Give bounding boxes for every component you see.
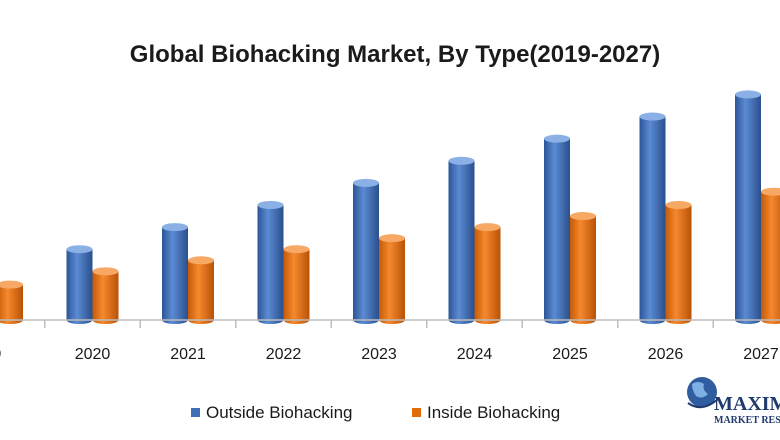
x-axis-tick-labels: 9 2020 2021 2022 2023 2024 2025 2026 2027 bbox=[0, 346, 779, 363]
bar-outside-biohacking-2027 bbox=[735, 90, 761, 324]
bar-top bbox=[544, 134, 570, 143]
bar-outside-biohacking-2026 bbox=[639, 112, 666, 324]
bar-inside-biohacking-2021 bbox=[188, 256, 214, 324]
bar-body bbox=[761, 191, 780, 320]
bar-inside-biohacking-2019 bbox=[0, 280, 23, 324]
bar-top bbox=[379, 234, 405, 243]
bar-body bbox=[448, 160, 475, 320]
x-tick-label-2022: 2022 bbox=[266, 346, 302, 363]
x-tick-label-2021: 2021 bbox=[170, 346, 206, 363]
x-tick-label-2023: 2023 bbox=[361, 346, 397, 363]
x-tick-label-2020: 2020 bbox=[75, 346, 111, 363]
logo-text: MAXIMIZ bbox=[714, 393, 780, 415]
bar-body bbox=[639, 116, 666, 321]
bar-top bbox=[0, 280, 23, 289]
bar-inside-biohacking-2023 bbox=[379, 234, 405, 324]
bar-top bbox=[665, 201, 692, 209]
bar-body bbox=[735, 94, 761, 320]
bar-body bbox=[474, 227, 501, 320]
bar-top bbox=[283, 245, 310, 254]
bar-body bbox=[66, 249, 93, 320]
bar-body bbox=[257, 205, 284, 320]
x-tick-label-2024: 2024 bbox=[457, 346, 493, 363]
bar-body bbox=[283, 249, 310, 320]
legend-label-outside-biohacking: Outside Biohacking bbox=[206, 403, 352, 422]
bar-inside-biohacking-2026 bbox=[665, 201, 692, 324]
maximize-logo: MAXIMIZ MARKET RESEA bbox=[687, 377, 780, 426]
bar-outside-biohacking-2024 bbox=[448, 156, 475, 324]
globe-icon bbox=[687, 377, 719, 409]
legend-swatch-inside-biohacking bbox=[412, 408, 421, 417]
bar-body bbox=[162, 227, 188, 320]
bar-inside-biohacking-2024 bbox=[474, 223, 501, 324]
bar-top bbox=[92, 267, 119, 276]
bar-body bbox=[92, 271, 119, 320]
x-tick-label-2025: 2025 bbox=[552, 346, 588, 363]
bar-inside-biohacking-2020 bbox=[92, 267, 119, 324]
bar-top bbox=[188, 256, 214, 265]
bar-outside-biohacking-2020 bbox=[66, 245, 93, 324]
bar-top bbox=[735, 90, 761, 99]
bar-body bbox=[353, 182, 379, 320]
bar-body bbox=[188, 260, 214, 320]
legend-label-inside-biohacking: Inside Biohacking bbox=[427, 403, 560, 422]
bar-top bbox=[162, 223, 188, 232]
bar-body bbox=[544, 138, 570, 320]
bar-top bbox=[474, 223, 501, 232]
bar-body bbox=[0, 284, 23, 320]
bar-body bbox=[570, 216, 596, 320]
bar-outside-biohacking-2025 bbox=[544, 134, 570, 324]
bar-inside-biohacking-2022 bbox=[283, 245, 310, 324]
bar-outside-biohacking-2021 bbox=[162, 223, 188, 324]
bar-body bbox=[379, 238, 405, 320]
chart-title: Global Biohacking Market, By Type(2019-2… bbox=[130, 41, 660, 68]
x-tick-label-2027: 2027 bbox=[743, 346, 779, 363]
bar-top bbox=[570, 212, 596, 221]
bar-outside-biohacking-2023 bbox=[353, 178, 379, 324]
bar-inside-biohacking-2025 bbox=[570, 212, 596, 324]
x-axis-ticks bbox=[44, 320, 714, 328]
x-tick-label-2019: 9 bbox=[0, 346, 2, 363]
legend: Outside Biohacking Inside Biohacking bbox=[191, 403, 560, 422]
bar-top bbox=[257, 201, 284, 209]
legend-swatch-outside-biohacking bbox=[191, 408, 200, 417]
bars-group bbox=[0, 90, 780, 324]
bar-body bbox=[665, 205, 692, 320]
bar-top bbox=[761, 187, 780, 196]
bar-outside-biohacking-2022 bbox=[257, 201, 284, 324]
bar-top bbox=[66, 245, 93, 254]
bar-top bbox=[639, 112, 666, 121]
bar-inside-biohacking-2027 bbox=[761, 187, 780, 324]
bar-top bbox=[353, 178, 379, 187]
x-tick-label-2026: 2026 bbox=[648, 346, 684, 363]
bar-top bbox=[448, 156, 475, 165]
logo-subtext: MARKET RESEA bbox=[714, 415, 780, 426]
